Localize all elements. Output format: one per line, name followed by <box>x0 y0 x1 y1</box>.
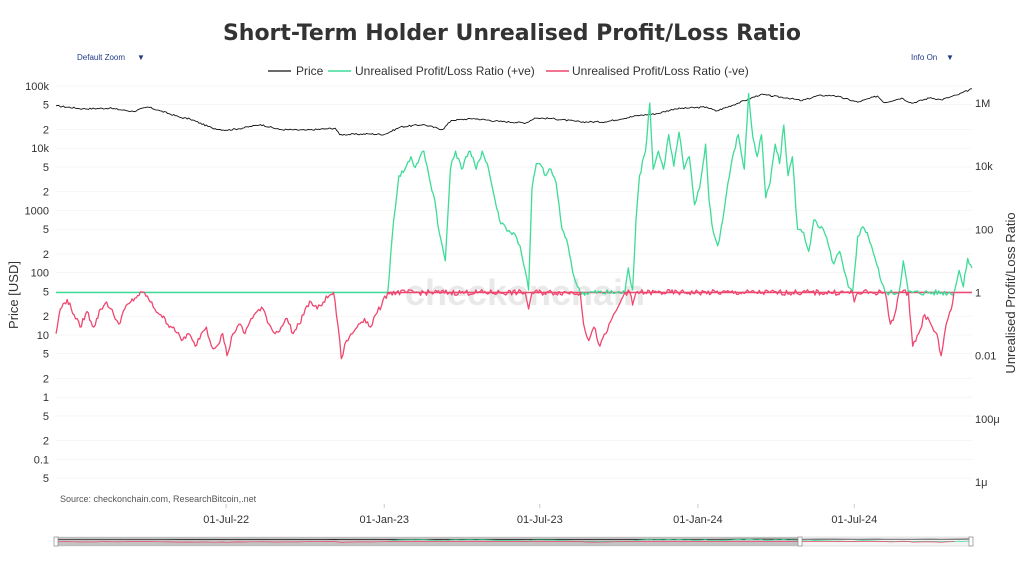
navigator-series-price-line <box>56 538 973 540</box>
series-price-line <box>55 88 972 136</box>
chart-title: Short-Term Holder Unrealised Profit/Loss… <box>223 21 801 46</box>
info-dropdown-label: Info On <box>911 53 937 62</box>
y-left-tick-label: 2 <box>43 187 49 199</box>
legend-label-price: Price <box>296 64 324 78</box>
y-right-tick-label: 100μ <box>975 414 1000 426</box>
zoom-dropdown-label: Default Zoom <box>77 53 125 62</box>
x-tick-label: 01-Jan-24 <box>673 514 723 526</box>
y-left-tick-label: 10 <box>37 330 49 342</box>
y-left-tick-label: 2 <box>43 249 49 261</box>
legend-item-positive[interactable]: Unrealised Profit/Loss Ratio (+ve) <box>328 64 535 78</box>
y-right-tick-label: 1μ <box>975 477 987 489</box>
y-left-tick-label: 100k <box>25 81 49 93</box>
info-dropdown[interactable]: Info On ▼ <box>911 53 954 62</box>
navigator-handle-left[interactable] <box>53 536 59 547</box>
y-left-tick-label: 5 <box>43 349 49 361</box>
navigator-preview <box>55 538 973 543</box>
y-left-tick-label: 5 <box>43 286 49 298</box>
y-axis-right: 1M 10k 100 1 0.01 100μ 1μ <box>975 98 1000 489</box>
range-navigator[interactable] <box>53 536 974 547</box>
legend-label-negative: Unrealised Profit/Loss Ratio (-ve) <box>572 64 749 78</box>
navigator-handle-right[interactable] <box>968 536 974 547</box>
y-right-tick-label: 100 <box>975 224 993 236</box>
x-tick-label: 01-Jan-23 <box>359 514 409 526</box>
y-left-tick-label: 2 <box>43 125 49 137</box>
y-right-tick-label: 1M <box>975 98 990 110</box>
x-tick-label: 01-Jul-24 <box>831 514 877 526</box>
plot-area <box>55 88 973 360</box>
navigator-series-negative-line <box>55 541 955 543</box>
legend-item-price[interactable]: Price <box>268 64 324 78</box>
y-left-tick-label: 5 <box>43 162 49 174</box>
y-left-tick-label: 0.1 <box>34 454 49 466</box>
y-left-tick-label: 10k <box>31 143 49 155</box>
y-right-tick-label: 0.01 <box>975 351 996 363</box>
y-left-tick-label: 2 <box>43 311 49 323</box>
legend-item-negative[interactable]: Unrealised Profit/Loss Ratio (-ve) <box>546 64 749 78</box>
y-left-tick-label: 5 <box>43 411 49 423</box>
legend: Price Unrealised Profit/Loss Ratio (+ve)… <box>268 64 749 78</box>
x-tick-label: 01-Jul-22 <box>203 514 249 526</box>
x-axis: 01-Jul-22 01-Jan-23 01-Jul-23 01-Jan-24 01-J… <box>203 504 877 526</box>
grid <box>56 85 972 479</box>
legend-label-positive: Unrealised Profit/Loss Ratio (+ve) <box>355 64 535 78</box>
y-right-tick-label: 10k <box>975 161 993 173</box>
y-axis-left-title: Price [USD] <box>6 261 21 329</box>
source-note: Source: checkonchain.com, ResearchBitcoi… <box>60 494 257 504</box>
series-negative-line <box>55 289 955 360</box>
y-left-tick-label: 5 <box>43 224 49 236</box>
chevron-down-icon: ▼ <box>137 53 145 62</box>
y-left-tick-label: 2 <box>43 436 49 448</box>
y-axis-left: 100k 5 2 10k 5 2 1000 5 2 100 5 2 10 5 2 1 5 2 0.1 5 <box>25 81 50 485</box>
series-positive-line <box>387 92 973 296</box>
chevron-down-icon: ▼ <box>946 53 954 62</box>
x-tick-label: 01-Jul-23 <box>517 514 563 526</box>
navigator-handle-middle[interactable] <box>797 536 803 547</box>
y-right-tick-label: 1 <box>975 288 981 300</box>
zoom-dropdown[interactable]: Default Zoom ▼ <box>77 53 145 62</box>
y-left-tick-label: 100 <box>31 268 49 280</box>
y-left-tick-label: 5 <box>43 100 49 112</box>
y-axis-right-title: Unrealised Profit/Loss Ratio <box>1003 212 1018 373</box>
y-left-tick-label: 2 <box>43 373 49 385</box>
y-left-tick-label: 5 <box>43 473 49 485</box>
y-left-tick-label: 1000 <box>25 205 49 217</box>
y-left-tick-label: 1 <box>43 392 49 404</box>
